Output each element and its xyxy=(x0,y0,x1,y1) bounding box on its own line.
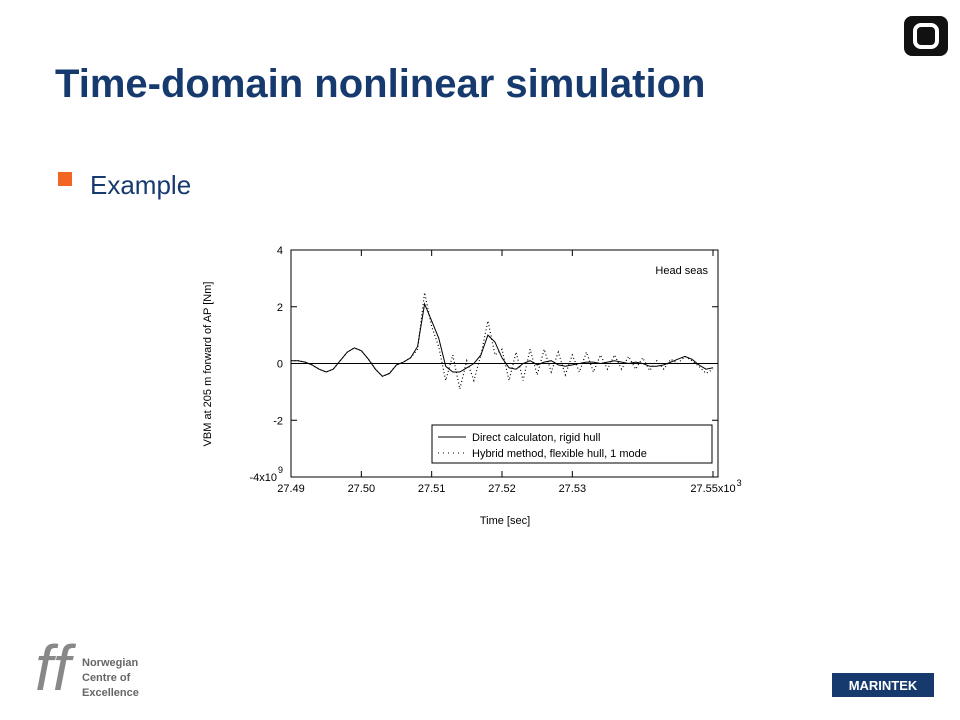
y-axis-label: VBM at 205 m forward of AP [Nm] xyxy=(202,282,214,447)
y-tick-label: -4x10 xyxy=(249,472,277,484)
logo-mark: ff xyxy=(35,632,77,704)
x-exponent: 3 xyxy=(737,478,742,488)
y-tick-label: 0 xyxy=(277,359,283,371)
x-tick-label: 27.49 xyxy=(277,483,305,495)
x-tick-label: 27.50 xyxy=(348,483,376,495)
corner-icon xyxy=(904,16,948,56)
logo-text: Centre of xyxy=(82,672,131,684)
marintek-text: MARINTEK xyxy=(849,678,918,693)
y-tick-label: 4 xyxy=(277,245,283,257)
x-tick-label: 27.53 xyxy=(559,483,587,495)
legend-box xyxy=(431,424,713,464)
y-exponent: 9 xyxy=(278,465,283,475)
bullet-marker xyxy=(58,172,72,186)
x-tick-label: 27.51 xyxy=(418,483,446,495)
x-tick-label: 27.52 xyxy=(488,483,516,495)
slide-title: Time-domain nonlinear simulation xyxy=(55,62,705,106)
bullet-text: Example xyxy=(90,170,191,200)
annotation: Head seas xyxy=(655,265,708,277)
x-axis-label: Time [sec] xyxy=(480,515,530,527)
corner-icon-inner xyxy=(913,23,939,49)
y-tick-label: 2 xyxy=(277,302,283,314)
marintek-logo xyxy=(832,673,934,697)
legend-label: Hybrid method, flexible hull, 1 mode xyxy=(472,448,647,460)
series-line xyxy=(291,302,714,377)
y-tick-label: -2 xyxy=(273,415,283,427)
logo-text: Excellence xyxy=(82,687,139,699)
x-tick-label: 27.55x10 xyxy=(690,483,735,495)
logo-text: Norwegian xyxy=(82,657,139,669)
legend-label: Direct calculaton, rigid hull xyxy=(472,432,600,444)
series-line xyxy=(291,292,714,390)
